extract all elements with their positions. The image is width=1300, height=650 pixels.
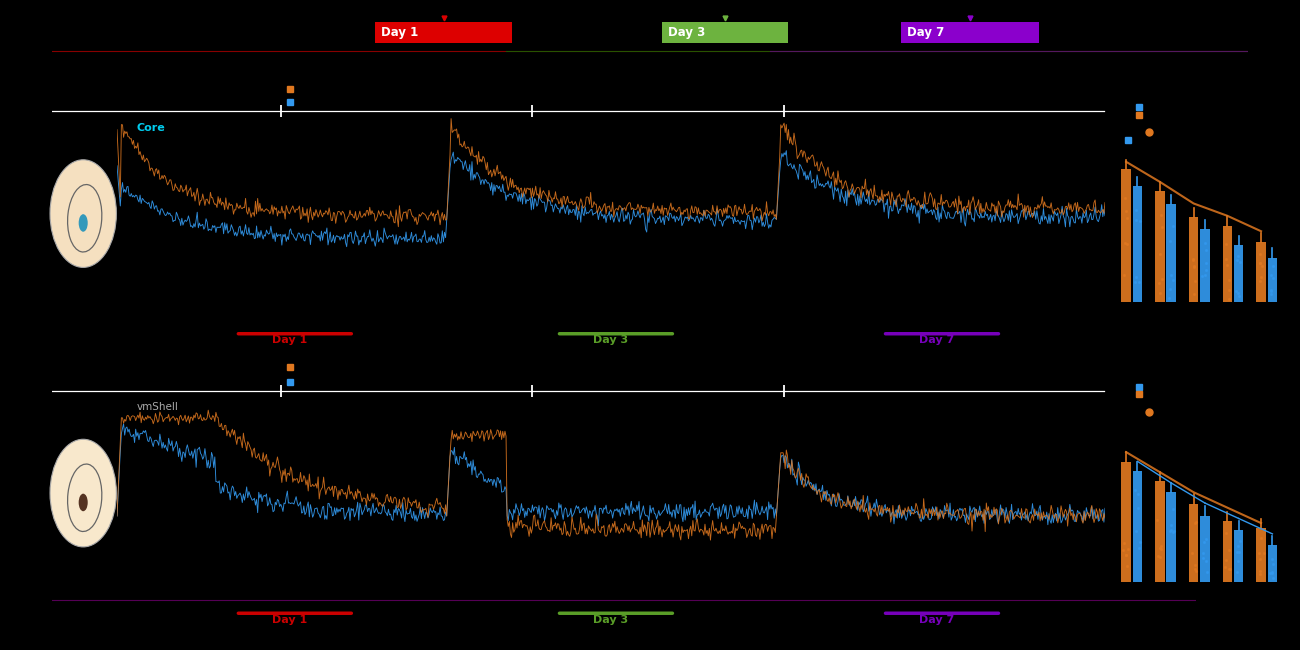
Text: Day 1: Day 1 xyxy=(381,26,419,39)
Bar xyxy=(1200,229,1209,302)
FancyBboxPatch shape xyxy=(374,22,512,43)
Ellipse shape xyxy=(79,494,87,511)
Ellipse shape xyxy=(49,439,117,547)
Text: Day 1: Day 1 xyxy=(272,614,308,625)
Bar xyxy=(1268,545,1277,582)
Bar xyxy=(1122,170,1131,302)
Bar xyxy=(1222,521,1232,582)
Bar xyxy=(1156,191,1165,302)
Bar xyxy=(1156,482,1165,582)
Bar xyxy=(1132,471,1143,582)
Text: Day 7: Day 7 xyxy=(919,335,954,345)
Text: Cross-aligned Dopamine: Cross-aligned Dopamine xyxy=(540,70,760,88)
Bar xyxy=(1234,246,1243,302)
Bar xyxy=(1132,186,1143,302)
Bar xyxy=(1190,217,1199,302)
Text: Day 3: Day 3 xyxy=(593,335,629,345)
Bar xyxy=(1190,504,1199,582)
Bar xyxy=(1122,462,1131,582)
Bar xyxy=(1200,515,1209,582)
Text: Day 3: Day 3 xyxy=(593,614,629,625)
Bar xyxy=(1234,530,1243,582)
Text: Day 7: Day 7 xyxy=(919,614,954,625)
FancyBboxPatch shape xyxy=(901,22,1039,43)
Bar xyxy=(1256,242,1266,302)
Text: Day 7: Day 7 xyxy=(907,26,944,39)
Bar xyxy=(1268,257,1277,302)
Bar xyxy=(1256,528,1266,582)
Text: Day 1: Day 1 xyxy=(272,335,308,345)
Text: Day 3: Day 3 xyxy=(668,26,705,39)
Text: Core: Core xyxy=(136,123,165,133)
Bar xyxy=(1222,226,1232,302)
Text: vmShell: vmShell xyxy=(136,402,178,412)
Ellipse shape xyxy=(79,214,87,232)
Bar xyxy=(1166,492,1177,582)
Bar xyxy=(1166,204,1177,302)
Ellipse shape xyxy=(49,160,117,267)
FancyBboxPatch shape xyxy=(662,22,788,43)
